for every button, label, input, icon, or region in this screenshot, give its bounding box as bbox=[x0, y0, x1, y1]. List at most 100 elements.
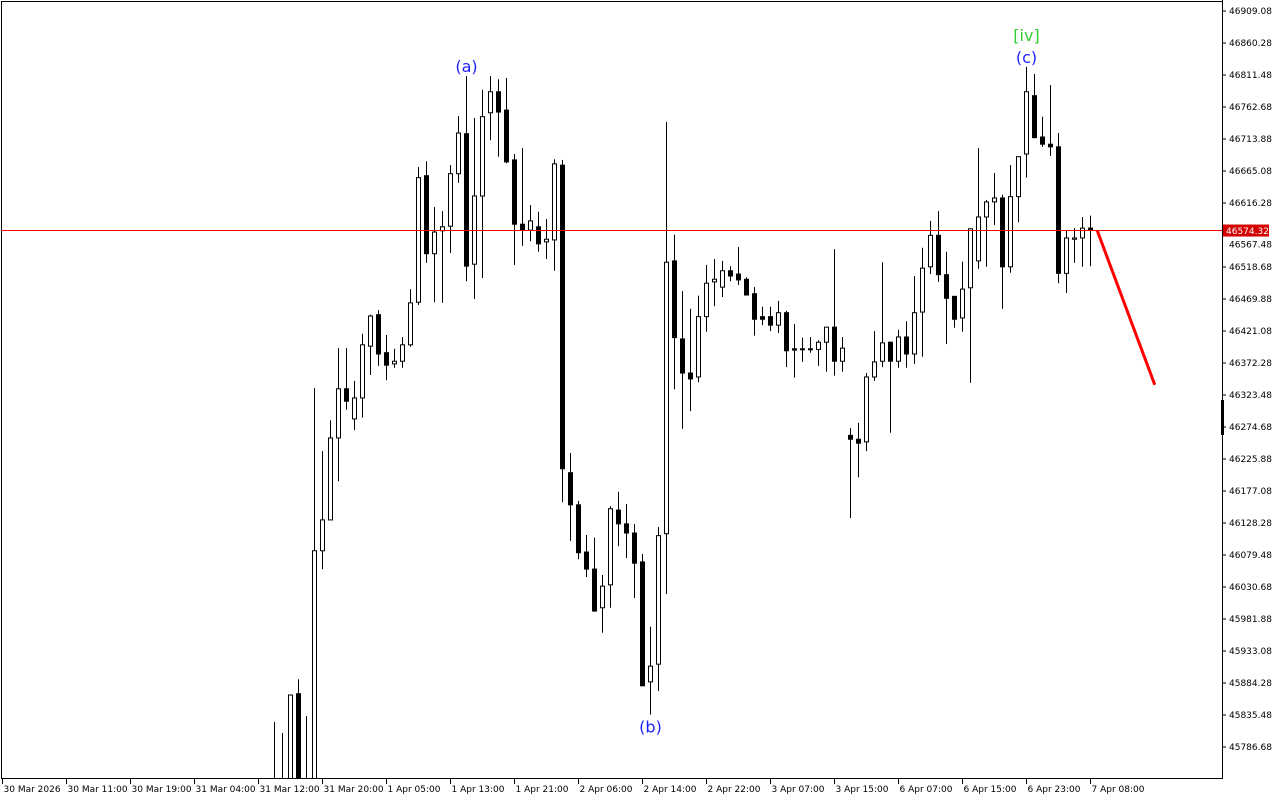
price-tick-label: 46079.48 bbox=[1229, 551, 1272, 561]
candle bbox=[752, 287, 757, 336]
bull-candle-body bbox=[336, 388, 341, 439]
wave-label: (b) bbox=[639, 718, 662, 737]
candle bbox=[512, 154, 517, 265]
candle bbox=[1048, 85, 1053, 156]
bull-candle-body bbox=[840, 347, 845, 362]
candle bbox=[274, 721, 275, 778]
bear-candle-body bbox=[584, 551, 589, 570]
candle bbox=[792, 323, 797, 378]
candle bbox=[632, 523, 637, 598]
candle bbox=[1016, 156, 1021, 223]
bull-candle-body bbox=[776, 312, 781, 326]
candle bbox=[904, 321, 909, 368]
bull-candle-body bbox=[704, 282, 709, 318]
bull-candle-body bbox=[408, 302, 413, 346]
candle bbox=[1080, 216, 1085, 267]
time-tick-label: 1 Apr 13:00 bbox=[452, 785, 505, 795]
wave-label: (a) bbox=[455, 57, 477, 76]
candle bbox=[416, 167, 421, 305]
candle bbox=[456, 115, 461, 183]
bull-candle-body bbox=[432, 231, 437, 255]
candle bbox=[864, 373, 869, 452]
candle bbox=[488, 75, 493, 141]
bull-candle-body bbox=[360, 344, 365, 399]
bear-candle-body bbox=[632, 532, 637, 564]
bear-candle-body bbox=[792, 348, 797, 351]
bear-candle-body bbox=[592, 568, 597, 612]
bear-candle-body bbox=[944, 274, 949, 299]
bear-candle-body bbox=[832, 326, 837, 362]
candle bbox=[448, 165, 453, 254]
price-tick-label: 45835.48 bbox=[1229, 711, 1272, 721]
bear-candle-body bbox=[672, 260, 677, 339]
bull-candle-body bbox=[992, 197, 997, 203]
bear-candle-body bbox=[680, 338, 685, 374]
price-tick-label: 46421.08 bbox=[1229, 327, 1272, 337]
candle bbox=[282, 733, 283, 778]
bull-candle-body bbox=[656, 535, 661, 665]
bear-candle-body bbox=[296, 693, 301, 778]
bear-candle-body bbox=[1000, 197, 1005, 268]
candle bbox=[720, 260, 725, 297]
price-tick-label: 46518.68 bbox=[1229, 263, 1272, 273]
candle bbox=[408, 289, 413, 347]
candle bbox=[664, 121, 669, 595]
candle bbox=[984, 199, 989, 267]
time-tick-label: 31 Mar 04:00 bbox=[196, 785, 256, 795]
candle bbox=[504, 77, 509, 164]
time-tick-label: 31 Mar 20:00 bbox=[324, 785, 384, 795]
bear-candle-body bbox=[512, 159, 517, 225]
bull-candle-body bbox=[872, 361, 877, 378]
price-tick-label: 45884.28 bbox=[1229, 679, 1272, 689]
bull-candle-body bbox=[600, 585, 605, 609]
price-tick-label: 46811.48 bbox=[1229, 71, 1272, 81]
bear-candle-body bbox=[752, 293, 757, 320]
bull-candle-body bbox=[480, 116, 485, 197]
bull-candle-body bbox=[456, 132, 461, 175]
bear-candle-body bbox=[784, 312, 789, 352]
candle bbox=[544, 218, 549, 259]
bull-candle-body bbox=[544, 238, 549, 243]
candle bbox=[680, 291, 685, 429]
price-tick-label: 46372.28 bbox=[1229, 359, 1272, 369]
candle bbox=[1064, 230, 1069, 294]
candle bbox=[840, 336, 845, 372]
bull-candle-body bbox=[712, 278, 717, 283]
price-axis[interactable]: 46909.08 46860.28 46811.48 46762.68 46713.88… bbox=[1221, 0, 1272, 779]
bull-candle-body bbox=[392, 360, 397, 365]
price-tick-label: 46030.68 bbox=[1229, 583, 1272, 593]
time-tick-label: 6 Apr 15:00 bbox=[964, 785, 1017, 795]
price-tick-label: 45981.88 bbox=[1229, 615, 1272, 625]
time-tick-label: 6 Apr 07:00 bbox=[900, 785, 953, 795]
candle bbox=[824, 326, 829, 372]
bull-candle-body bbox=[288, 694, 293, 778]
price-tick-label: 46274.68 bbox=[1229, 423, 1272, 433]
candle bbox=[560, 159, 565, 503]
current-price-label: 46574.32 bbox=[1226, 227, 1269, 237]
price-tick-label: 46616.28 bbox=[1229, 199, 1272, 209]
bull-candle-body bbox=[896, 336, 901, 362]
bear-candle-body bbox=[856, 438, 861, 444]
bull-candle-body bbox=[976, 216, 981, 262]
bear-candle-body bbox=[520, 223, 525, 231]
price-tick-label: 45786.68 bbox=[1229, 743, 1272, 753]
bear-candle-body bbox=[1056, 146, 1061, 274]
bear-candle-body bbox=[952, 295, 957, 320]
candle bbox=[1032, 74, 1037, 139]
time-tick-label: 7 Apr 08:00 bbox=[1092, 785, 1145, 795]
candle bbox=[808, 336, 813, 353]
time-axis[interactable]: 30 Mar 2026 30 Mar 11:00 30 Mar 19:00 31 Ma… bbox=[2, 779, 1145, 795]
candle bbox=[936, 211, 941, 282]
bear-candle-body bbox=[376, 314, 381, 355]
candle bbox=[872, 331, 877, 381]
candle bbox=[424, 161, 429, 263]
candle bbox=[1072, 228, 1077, 263]
bear-candle-body bbox=[1032, 95, 1037, 139]
price-tick-label: 46665.08 bbox=[1229, 167, 1272, 177]
bull-candle-body bbox=[400, 344, 405, 362]
candle bbox=[592, 537, 597, 612]
candle bbox=[376, 310, 381, 366]
bull-candle-body bbox=[816, 341, 821, 350]
bull-candle-body bbox=[312, 550, 317, 778]
